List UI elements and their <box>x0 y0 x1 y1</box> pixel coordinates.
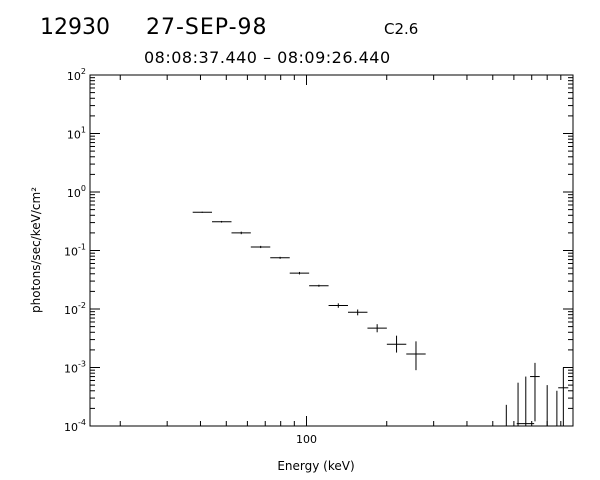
data-point <box>250 245 271 249</box>
event-date: 27-SEP-98 <box>146 15 268 40</box>
data-point <box>406 341 426 371</box>
y-tick-label: 101 <box>67 126 86 142</box>
data-point <box>530 362 540 422</box>
y-tick-label: 10-1 <box>64 243 86 259</box>
data-point <box>192 211 213 213</box>
data-point <box>231 231 251 235</box>
data-point <box>289 271 310 275</box>
x-axis-title: Energy (keV) <box>277 459 354 473</box>
data-point <box>212 220 232 223</box>
y-axis-title: photons/sec/keV/cm² <box>29 187 43 313</box>
goes-class-label: C2.6 <box>384 20 419 38</box>
y-tick-label: 10-4 <box>64 418 86 434</box>
y-tick-label: 10-2 <box>64 301 86 317</box>
y-tick-label: 100 <box>67 184 86 200</box>
data-point <box>386 335 407 353</box>
x-tick-label: 100 <box>296 433 317 446</box>
data-point <box>347 309 368 316</box>
y-tick-labels: 102 101 100 10-1 10-2 10-3 10-4 <box>64 67 86 434</box>
y-tick-label: 102 <box>67 67 86 83</box>
axis-ticks <box>90 74 574 427</box>
data-point <box>309 284 329 287</box>
event-id: 12930 <box>40 15 110 40</box>
data-point <box>270 256 290 259</box>
y-tick-label: 10-3 <box>64 360 86 376</box>
data-point <box>516 376 535 426</box>
data-points <box>192 211 574 426</box>
plot-frame <box>89 74 574 427</box>
data-point <box>558 367 569 426</box>
data-point <box>367 324 387 333</box>
time-range-label: 08:08:37.440 – 08:09:26.440 <box>144 48 391 67</box>
data-point <box>328 303 348 308</box>
